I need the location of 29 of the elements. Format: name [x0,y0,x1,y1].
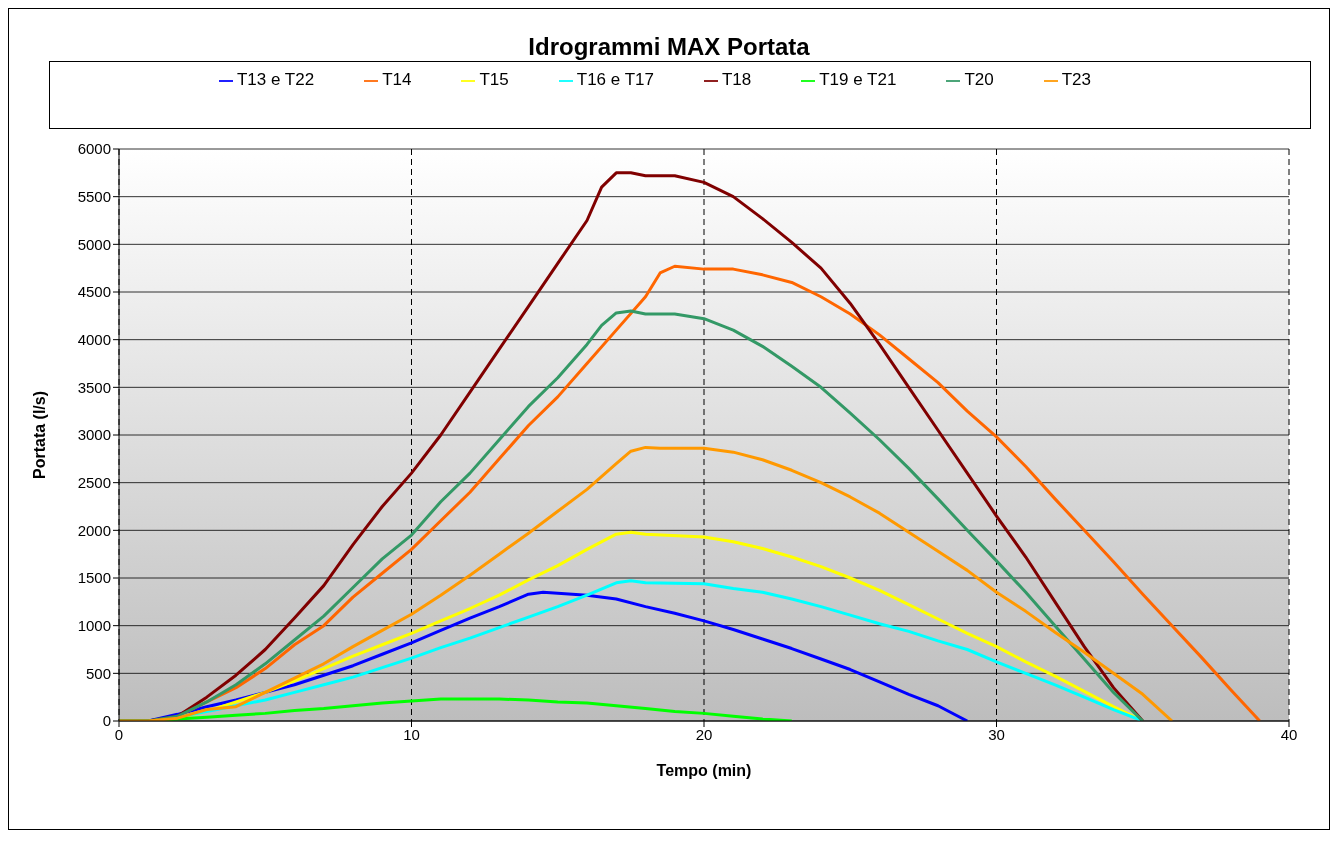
legend-label: T13 e T22 [236,70,315,89]
y-tick-label: 6000 [77,140,111,158]
x-axis-title: Tempo (min) [656,762,752,779]
y-tick-label: 4000 [77,330,111,348]
y-axis-title: Portata (l/s) [30,390,48,480]
chart-title: Idrogrammi MAX Portata [527,32,811,61]
y-tick-label: 0 [102,712,111,730]
y-tick-label: 1500 [77,569,111,587]
legend-label: T20 [964,70,994,89]
y-tick-label: 3000 [77,426,111,444]
legend-label: T23 [1061,70,1092,89]
legend-label: T19 e T21 [819,70,897,89]
y-tick-label: 2500 [77,473,111,491]
y-tick-label: 5500 [77,187,111,205]
x-tick-label: 30 [988,725,1005,743]
y-tick-label: 5000 [77,235,111,253]
x-tick-label: 10 [403,725,420,743]
x-tick-label: 0 [114,725,124,743]
y-tick-label: 500 [85,664,111,682]
legend-label: T16 e T17 [576,70,654,89]
legend-label: T14 [382,70,412,89]
y-tick-label: 2000 [77,521,111,539]
legend-label: T15 [479,70,509,89]
legend-label: T18 [721,70,752,89]
x-tick-label: 40 [1280,725,1298,743]
y-tick-label: 4500 [77,283,111,301]
x-tick-label: 20 [695,725,713,743]
y-tick-label: 3500 [77,378,111,396]
y-tick-label: 1000 [77,616,111,634]
